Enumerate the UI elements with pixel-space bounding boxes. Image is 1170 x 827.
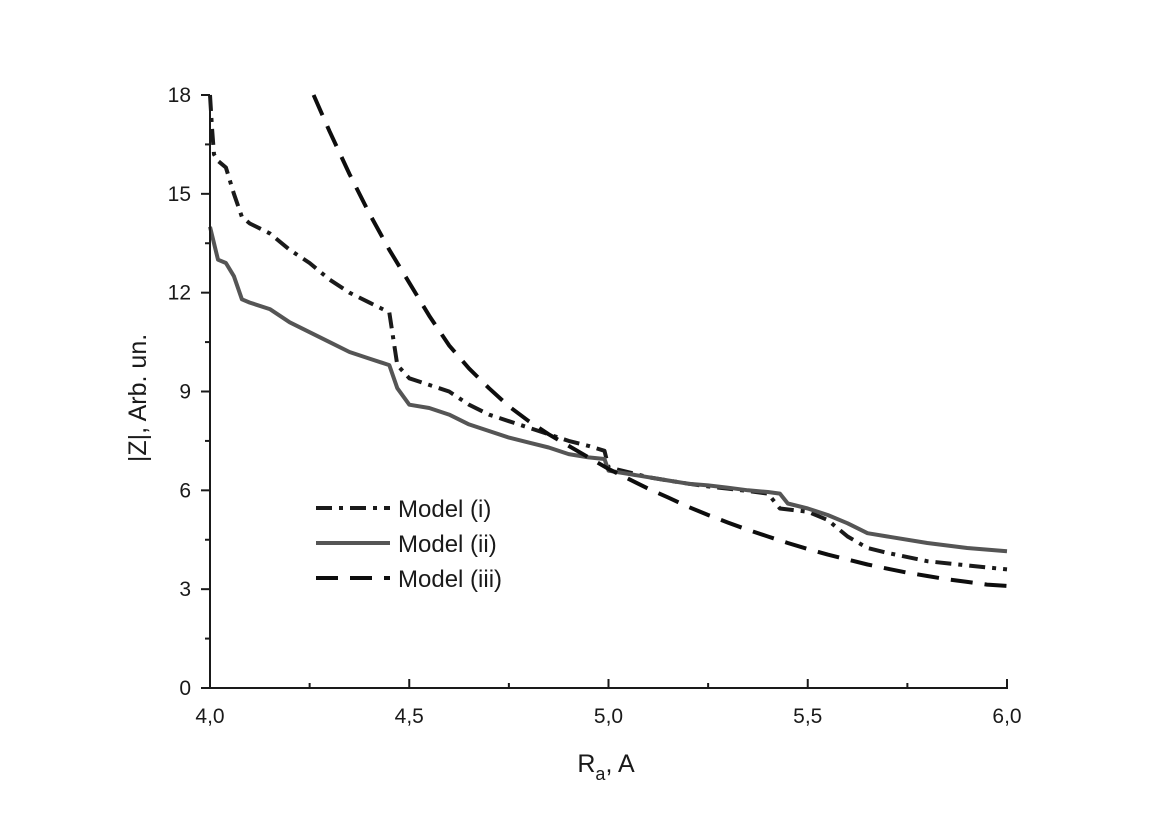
ticks: 4,0 4,5 5,0 5,5 6,0 0 3 6 9 12 15 18: [168, 84, 1022, 728]
y-tick-label: 3: [179, 578, 191, 601]
y-tick-label: 15: [168, 183, 191, 206]
x-tick-label: 4,0: [195, 705, 224, 728]
y-tick-label: 18: [168, 84, 191, 107]
series-line-1: [208, 94, 1008, 572]
y-axis-title: |Z|, Arb. un.: [124, 334, 152, 462]
legend-label-1: Model (i): [398, 496, 491, 523]
x-tick-label: 4,5: [395, 705, 424, 728]
x-tick-label: 6,0: [992, 705, 1021, 728]
legend-label-3: Model (iii): [398, 566, 502, 593]
legend-label-2: Model (ii): [398, 531, 497, 558]
x-axis-title-subscript: a: [595, 764, 606, 784]
x-tick-label: 5,5: [793, 705, 822, 728]
axes: [209, 95, 1008, 689]
y-tick-label: 12: [168, 282, 191, 305]
x-axis-title-main: R: [577, 750, 595, 778]
plot-lines: [208, 94, 1008, 588]
y-tick-label: 0: [179, 677, 191, 700]
axis-titles: Ra, A |Z|, Arb. un.: [124, 334, 635, 784]
x-axis-title-suffix: , A: [605, 750, 635, 778]
series-line-3: [311, 94, 1008, 588]
series-line-2: [208, 226, 1008, 554]
legend: Model (i) Model (ii) Model (iii): [316, 496, 502, 593]
x-axis-title: Ra, A: [577, 750, 635, 784]
y-tick-label: 6: [179, 479, 191, 502]
x-tick-label: 5,0: [594, 705, 623, 728]
y-tick-label: 9: [179, 381, 191, 404]
